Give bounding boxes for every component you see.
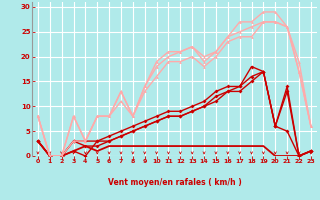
X-axis label: Vent moyen/en rafales ( km/h ): Vent moyen/en rafales ( km/h ) — [108, 178, 241, 187]
